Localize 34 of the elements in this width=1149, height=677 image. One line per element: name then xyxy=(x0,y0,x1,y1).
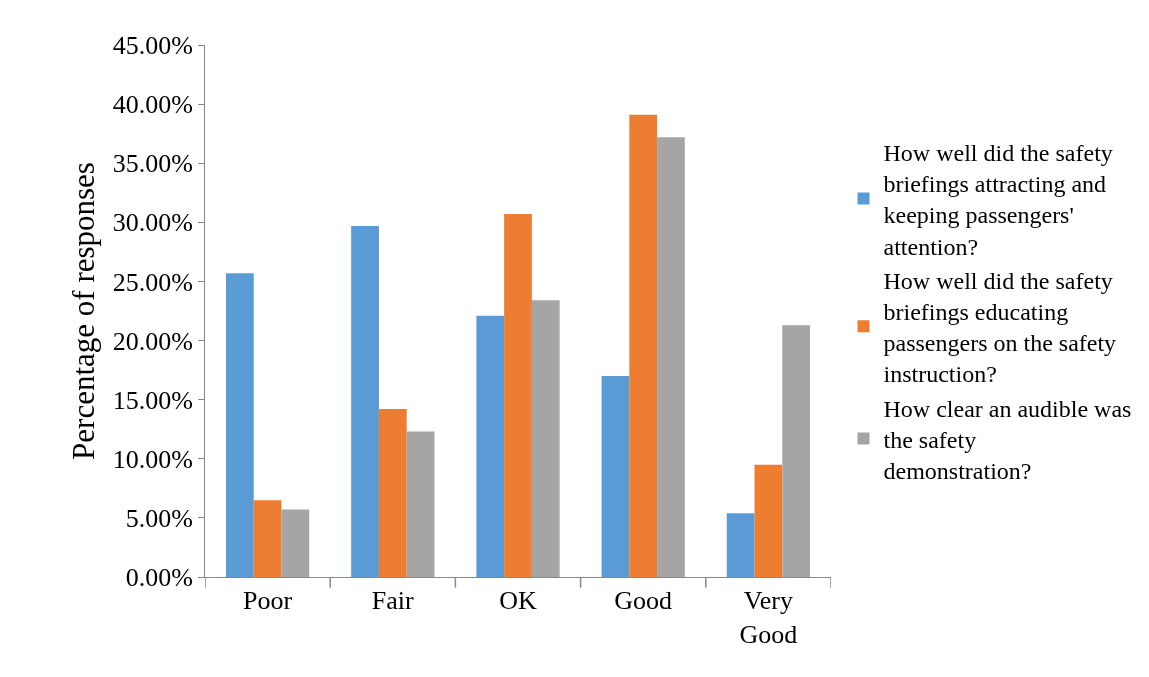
y-tick-label: 25.00% xyxy=(112,267,193,297)
bar xyxy=(657,137,685,577)
bar xyxy=(225,273,254,577)
bar xyxy=(629,114,658,577)
y-axis-title: Percentage of responses xyxy=(66,162,102,460)
bar xyxy=(476,315,505,577)
y-tick-label: 10.00% xyxy=(112,444,193,474)
y-tick-label: 5.00% xyxy=(125,503,193,533)
legend-label: How clear an audible was the safety demonstration? xyxy=(883,395,1132,484)
x-tick-label: Good xyxy=(614,586,673,616)
bar xyxy=(726,513,755,577)
y-tick-label: 40.00% xyxy=(112,90,193,120)
bar xyxy=(754,464,783,577)
bar xyxy=(601,376,630,577)
x-tick-label: OK xyxy=(499,586,537,616)
bar xyxy=(378,409,407,577)
x-tick-label: Poor xyxy=(243,586,293,616)
bar xyxy=(782,325,811,577)
bar xyxy=(351,225,379,577)
bar xyxy=(406,431,435,577)
x-tick-label: Very Good xyxy=(739,586,798,649)
y-tick-label: 0.00% xyxy=(125,563,193,593)
y-tick-label: 20.00% xyxy=(112,326,193,356)
y-tick-label: 15.00% xyxy=(112,385,193,415)
bar xyxy=(531,300,560,577)
legend-label: How well did the safety briefings educating passengers on the safety instruction? xyxy=(883,267,1117,388)
x-tick-label: Fair xyxy=(371,586,415,616)
y-tick-label: 35.00% xyxy=(112,149,193,179)
y-tick-label: 30.00% xyxy=(112,208,193,238)
y-tick-label: 45.00% xyxy=(112,31,193,61)
bar xyxy=(253,500,282,577)
legend-label: How well did the safety briefings attracting and keeping passengers' attention? xyxy=(883,139,1113,260)
bar xyxy=(281,509,310,577)
bar xyxy=(504,214,532,577)
